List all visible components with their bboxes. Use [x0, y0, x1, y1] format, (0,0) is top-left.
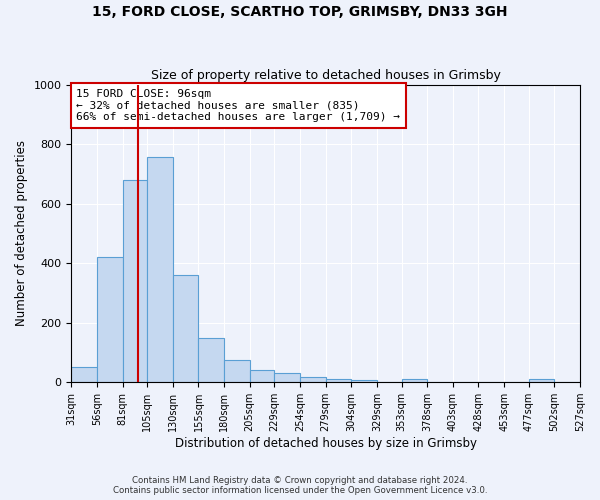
Bar [147, 158, 173, 382]
Bar [529, 379, 554, 382]
Title: Size of property relative to detached houses in Grimsby: Size of property relative to detached ho… [151, 69, 500, 82]
Bar [199, 338, 224, 382]
Bar [250, 370, 274, 382]
Text: 15 FORD CLOSE: 96sqm
← 32% of detached houses are smaller (835)
66% of semi-deta: 15 FORD CLOSE: 96sqm ← 32% of detached h… [76, 89, 400, 122]
Bar [122, 180, 147, 382]
Bar [274, 374, 300, 382]
Y-axis label: Number of detached properties: Number of detached properties [15, 140, 28, 326]
Bar [401, 379, 427, 382]
Bar [326, 379, 351, 382]
Text: 15, FORD CLOSE, SCARTHO TOP, GRIMSBY, DN33 3GH: 15, FORD CLOSE, SCARTHO TOP, GRIMSBY, DN… [92, 5, 508, 19]
Bar [173, 275, 199, 382]
Text: Contains HM Land Registry data © Crown copyright and database right 2024.
Contai: Contains HM Land Registry data © Crown c… [113, 476, 487, 495]
Bar [300, 377, 326, 382]
Bar [71, 366, 97, 382]
Bar [351, 380, 377, 382]
Bar [224, 360, 250, 382]
Bar [97, 257, 122, 382]
X-axis label: Distribution of detached houses by size in Grimsby: Distribution of detached houses by size … [175, 437, 476, 450]
